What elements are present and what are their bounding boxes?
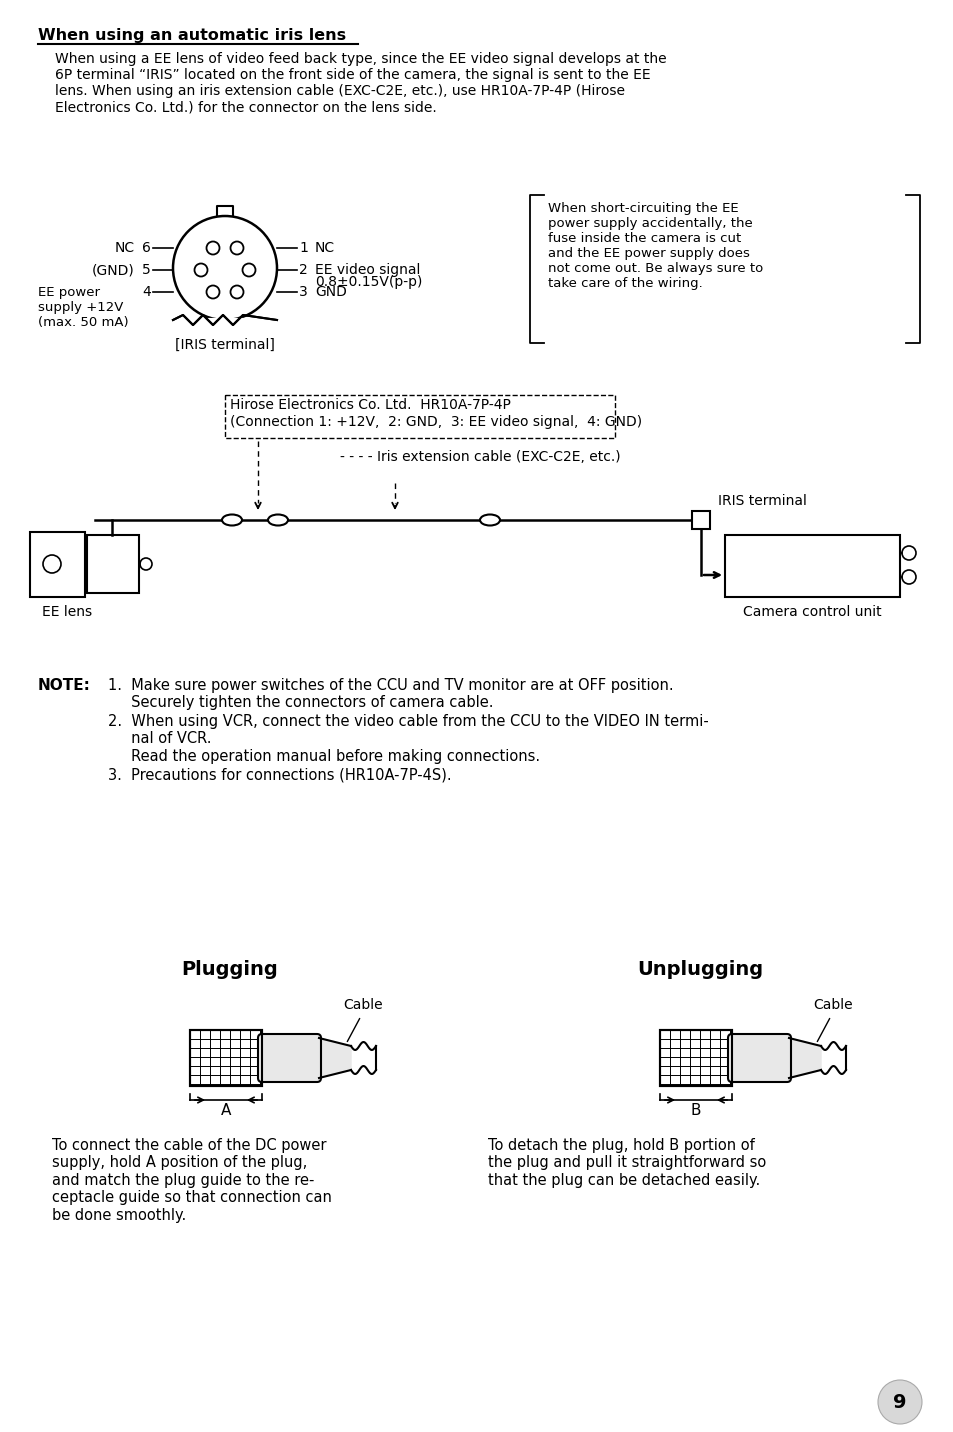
Text: 3.  Precautions for connections (HR10A-7P-4S).: 3. Precautions for connections (HR10A-7P… [108,768,451,783]
Text: When using an automatic iris lens: When using an automatic iris lens [38,29,346,43]
Text: 1: 1 [298,241,308,255]
Text: NC: NC [314,241,335,255]
Ellipse shape [268,514,288,526]
Text: NOTE:: NOTE: [38,677,91,693]
Text: Hirose Electronics Co. Ltd.  HR10A-7P-4P: Hirose Electronics Co. Ltd. HR10A-7P-4P [230,398,511,412]
Polygon shape [788,1038,821,1078]
Text: NC: NC [114,241,135,255]
Text: Unplugging: Unplugging [637,959,762,979]
Text: When using a EE lens of video feed back type, since the EE video signal develops: When using a EE lens of video feed back … [55,52,666,115]
Text: Plugging: Plugging [181,959,278,979]
Text: 9: 9 [892,1392,905,1412]
Ellipse shape [479,514,499,526]
Text: EE video signal: EE video signal [314,263,420,276]
Text: To detach the plug, hold B portion of
the plug and pull it straightforward so
th: To detach the plug, hold B portion of th… [488,1138,765,1187]
Bar [190,1030,262,1085]
Text: 2.  When using VCR, connect the video cable from the CCU to the VIDEO IN termi-
: 2. When using VCR, connect the video cab… [108,715,708,763]
Bar [190,1030,262,1085]
Text: To connect the cable of the DC power
supply, hold A position of the plug,
and ma: To connect the cable of the DC power sup… [52,1138,332,1223]
Text: (GND): (GND) [92,263,135,276]
Text: 1.  Make sure power switches of the CCU and TV monitor are at OFF position.
    : 1. Make sure power switches of the CCU a… [108,677,673,710]
Text: [IRIS terminal]: [IRIS terminal] [175,338,274,352]
Ellipse shape [222,514,242,526]
Text: 5: 5 [142,263,151,276]
FancyBboxPatch shape [691,511,709,528]
Text: (Connection 1: +12V,  2: GND,  3: EE video signal,  4: GND): (Connection 1: +12V, 2: GND, 3: EE video… [230,415,641,430]
Text: 4: 4 [142,285,151,299]
Text: A: A [220,1103,231,1118]
Text: 0.8±0.15V(p-p): 0.8±0.15V(p-p) [314,275,422,289]
FancyBboxPatch shape [257,1034,320,1083]
Polygon shape [318,1038,351,1078]
FancyBboxPatch shape [727,1034,790,1083]
Text: GND: GND [314,285,347,299]
Text: EE power
supply +12V
(max. 50 mA): EE power supply +12V (max. 50 mA) [38,286,129,329]
Text: Camera control unit: Camera control unit [741,604,881,619]
Text: Cable: Cable [812,998,852,1012]
Text: B: B [690,1103,700,1118]
Text: 2: 2 [298,263,308,276]
Bar [659,1030,731,1085]
Text: - - - - Iris extension cable (EXC-C2E, etc.): - - - - Iris extension cable (EXC-C2E, e… [339,450,620,464]
Bar [659,1030,731,1085]
Text: 3: 3 [298,285,308,299]
Text: When short-circuiting the EE
power supply accidentally, the
fuse inside the came: When short-circuiting the EE power suppl… [547,202,762,291]
Text: 6: 6 [142,241,151,255]
Text: Cable: Cable [343,998,382,1012]
Text: IRIS terminal: IRIS terminal [718,494,806,508]
Text: EE lens: EE lens [42,604,92,619]
Circle shape [877,1380,921,1423]
